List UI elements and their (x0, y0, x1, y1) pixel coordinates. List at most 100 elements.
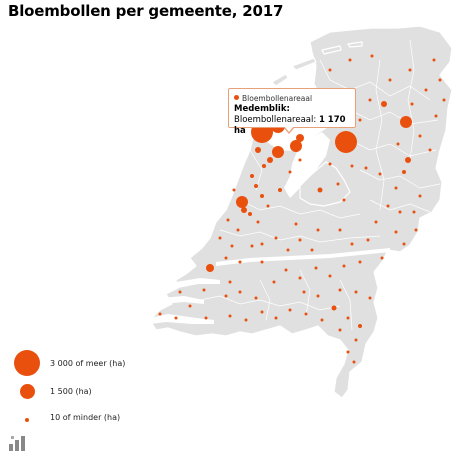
municipality-bubble[interactable] (254, 296, 258, 300)
municipality-bubble[interactable] (226, 218, 230, 222)
municipality-bubble[interactable] (241, 207, 247, 213)
municipality-bubble[interactable] (418, 134, 422, 138)
municipality-bubble[interactable] (158, 312, 162, 316)
municipality-bubble[interactable] (316, 294, 320, 298)
municipality-bubble[interactable] (338, 288, 342, 292)
municipality-bubble[interactable] (331, 305, 337, 311)
municipality-bubble[interactable] (432, 58, 436, 62)
municipality-bubble[interactable] (228, 314, 232, 318)
municipality-bubble[interactable] (236, 196, 248, 208)
municipality-bubble[interactable] (260, 310, 264, 314)
municipality-bubble[interactable] (317, 187, 323, 193)
municipality-bubble[interactable] (272, 280, 276, 284)
municipality-bubble[interactable] (368, 98, 372, 102)
municipality-bubble[interactable] (230, 244, 234, 248)
municipality-bubble[interactable] (316, 228, 320, 232)
municipality-bubble[interactable] (298, 276, 302, 280)
municipality-bubble[interactable] (374, 220, 378, 224)
municipality-bubble[interactable] (428, 148, 432, 152)
municipality-bubble[interactable] (262, 164, 266, 168)
municipality-bubble[interactable] (254, 184, 258, 188)
municipality-bubble[interactable] (418, 194, 422, 198)
municipality-bubble[interactable] (218, 236, 222, 240)
municipality-bubble[interactable] (434, 114, 438, 118)
municipality-bubble[interactable] (266, 204, 270, 208)
municipality-bubble[interactable] (290, 140, 302, 152)
municipality-bubble[interactable] (178, 290, 182, 294)
municipality-bubble[interactable] (358, 118, 362, 122)
municipality-bubble[interactable] (370, 54, 374, 58)
municipality-bubble[interactable] (202, 288, 206, 292)
municipality-bubble[interactable] (328, 162, 332, 166)
municipality-bubble[interactable] (388, 78, 392, 82)
municipality-bubble[interactable] (260, 194, 264, 198)
municipality-bubble[interactable] (267, 157, 273, 163)
municipality-bubble[interactable] (284, 268, 288, 272)
municipality-bubble[interactable] (274, 236, 278, 240)
municipality-bubble[interactable] (188, 304, 192, 308)
municipality-bubble[interactable] (412, 210, 416, 214)
municipality-bubble[interactable] (364, 166, 368, 170)
municipality-bubble[interactable] (398, 210, 402, 214)
municipality-bubble[interactable] (232, 188, 236, 192)
municipality-bubble[interactable] (380, 256, 384, 260)
municipality-bubble[interactable] (204, 316, 208, 320)
municipality-bubble[interactable] (405, 157, 411, 163)
municipality-bubble[interactable] (424, 88, 428, 92)
municipality-bubble[interactable] (352, 360, 356, 364)
municipality-bubble[interactable] (346, 316, 350, 320)
municipality-bubble[interactable] (224, 294, 228, 298)
municipality-bubble[interactable] (288, 170, 292, 174)
municipality-bubble[interactable] (342, 264, 346, 268)
municipality-bubble[interactable] (338, 328, 342, 332)
municipality-bubble[interactable] (358, 260, 362, 264)
municipality-bubble[interactable] (350, 242, 354, 246)
municipality-bubble[interactable] (260, 260, 264, 264)
municipality-bubble[interactable] (442, 98, 446, 102)
municipality-bubble[interactable] (248, 212, 252, 216)
municipality-bubble[interactable] (342, 198, 346, 202)
municipality-bubble[interactable] (350, 164, 354, 168)
municipality-bubble[interactable] (394, 230, 398, 234)
municipality-bubble[interactable] (414, 228, 418, 232)
municipality-bubble[interactable] (366, 238, 370, 242)
municipality-bubble[interactable] (304, 312, 308, 316)
municipality-bubble[interactable] (336, 182, 340, 186)
municipality-bubble[interactable] (378, 172, 382, 176)
municipality-bubble[interactable] (298, 238, 302, 242)
municipality-bubble[interactable] (354, 338, 358, 342)
municipality-bubble[interactable] (255, 147, 261, 153)
municipality-bubble[interactable] (386, 204, 390, 208)
municipality-bubble[interactable] (368, 296, 372, 300)
municipality-bubble[interactable] (294, 222, 298, 226)
municipality-bubble[interactable] (438, 78, 442, 82)
municipality-bubble[interactable] (256, 220, 260, 224)
municipality-bubble[interactable] (288, 308, 292, 312)
municipality-bubble[interactable] (338, 228, 342, 232)
municipality-bubble[interactable] (236, 228, 240, 232)
municipality-bubble[interactable] (250, 174, 254, 178)
municipality-bubble[interactable] (296, 134, 304, 142)
municipality-bubble[interactable] (310, 248, 314, 252)
municipality-bubble[interactable] (286, 248, 290, 252)
municipality-bubble[interactable] (335, 131, 357, 153)
municipality-bubble[interactable] (396, 142, 400, 146)
municipality-bubble[interactable] (302, 290, 306, 294)
municipality-bubble[interactable] (381, 101, 387, 107)
municipality-bubble[interactable] (358, 324, 362, 328)
municipality-bubble[interactable] (250, 244, 254, 248)
municipality-bubble[interactable] (408, 68, 412, 72)
municipality-bubble[interactable] (298, 158, 302, 162)
municipality-bubble[interactable] (238, 290, 242, 294)
municipality-bubble[interactable] (348, 58, 352, 62)
municipality-bubble[interactable] (174, 316, 178, 320)
municipality-bubble[interactable] (224, 256, 228, 260)
municipality-bubble[interactable] (400, 116, 412, 128)
municipality-bubble[interactable] (328, 68, 332, 72)
municipality-bubble[interactable] (402, 170, 406, 174)
municipality-bubble[interactable] (394, 186, 398, 190)
municipality-bubble[interactable] (260, 242, 264, 246)
municipality-bubble[interactable] (402, 242, 406, 246)
municipality-bubble[interactable] (206, 264, 214, 272)
municipality-bubble[interactable] (346, 350, 350, 354)
